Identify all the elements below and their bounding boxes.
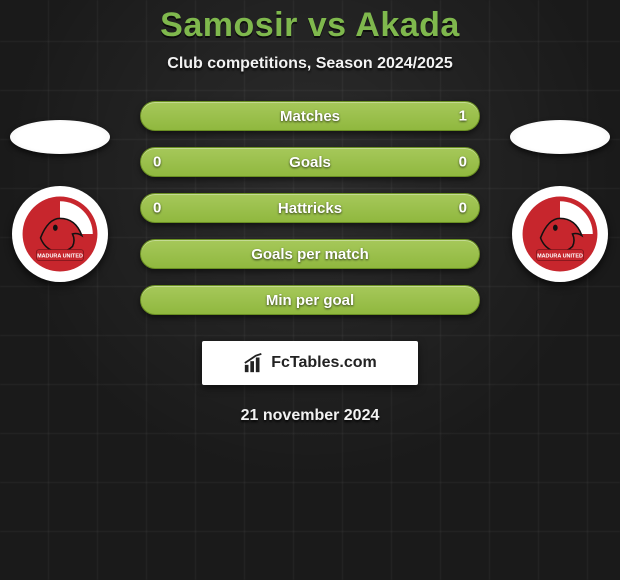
left-nationality-flag bbox=[10, 120, 110, 154]
stat-left-value: 0 bbox=[153, 200, 161, 217]
stat-row-matches: Matches 1 bbox=[140, 101, 480, 131]
brand-text: FcTables.com bbox=[271, 354, 377, 372]
stat-label: Min per goal bbox=[266, 292, 354, 309]
svg-text:MADURA UNITED: MADURA UNITED bbox=[537, 253, 583, 259]
subtitle: Club competitions, Season 2024/2025 bbox=[0, 55, 620, 73]
stat-left-value: 0 bbox=[153, 154, 161, 171]
club-crest-icon: MADURA UNITED bbox=[21, 195, 99, 273]
bar-chart-icon bbox=[243, 352, 265, 374]
stat-label: Goals bbox=[289, 154, 331, 171]
stat-label: Hattricks bbox=[278, 200, 342, 217]
stat-label: Goals per match bbox=[251, 246, 369, 263]
page-title: Samosir vs Akada bbox=[0, 6, 620, 45]
stat-right-value: 0 bbox=[459, 154, 467, 171]
right-club-crest: MADURA UNITED bbox=[512, 186, 608, 282]
club-crest-icon: MADURA UNITED bbox=[521, 195, 599, 273]
left-player-column: MADURA UNITED bbox=[10, 120, 110, 282]
right-player-column: MADURA UNITED bbox=[510, 120, 610, 282]
date-text: 21 november 2024 bbox=[0, 407, 620, 425]
left-club-crest: MADURA UNITED bbox=[12, 186, 108, 282]
stat-row-goals-per-match: Goals per match bbox=[140, 239, 480, 269]
stat-label: Matches bbox=[280, 108, 340, 125]
content-wrapper: Samosir vs Akada Club competitions, Seas… bbox=[0, 0, 620, 425]
brand-box[interactable]: FcTables.com bbox=[202, 341, 418, 385]
stat-row-hattricks: 0 Hattricks 0 bbox=[140, 193, 480, 223]
stat-row-min-per-goal: Min per goal bbox=[140, 285, 480, 315]
stat-rows: Matches 1 0 Goals 0 0 Hattricks 0 Goals … bbox=[140, 101, 480, 315]
stat-right-value: 0 bbox=[459, 200, 467, 217]
stat-right-value: 1 bbox=[459, 108, 467, 125]
stat-row-goals: 0 Goals 0 bbox=[140, 147, 480, 177]
right-nationality-flag bbox=[510, 120, 610, 154]
svg-text:MADURA UNITED: MADURA UNITED bbox=[37, 253, 83, 259]
